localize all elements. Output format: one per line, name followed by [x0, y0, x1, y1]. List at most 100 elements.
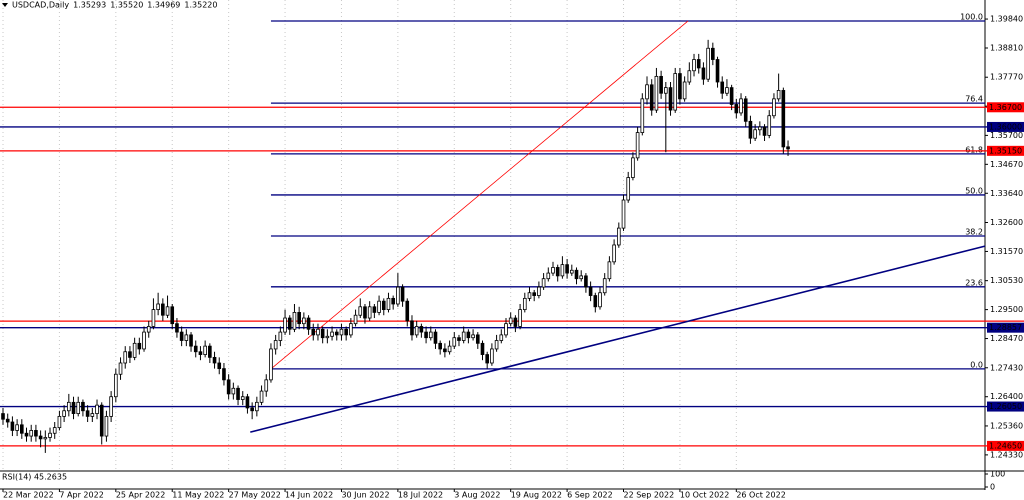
candle-body [146, 326, 151, 333]
candle-body [85, 410, 90, 417]
candle-body [635, 132, 640, 159]
x-tick-label: 30 Jun 2022 [341, 491, 389, 500]
candle-body [602, 278, 607, 294]
candle-body [297, 312, 301, 325]
candle-body [311, 328, 316, 336]
header-value: 1.35293 [73, 1, 106, 10]
candle-body [278, 331, 283, 341]
candle-body [475, 334, 480, 344]
candle-body [499, 334, 504, 341]
candle-body [175, 323, 179, 333]
level-label-box [987, 401, 1024, 412]
candle-body [400, 286, 405, 302]
candle-body [57, 415, 62, 429]
candle-body [532, 292, 537, 296]
candle-body [339, 328, 344, 336]
candle-body [217, 362, 222, 370]
candle-body [287, 317, 292, 330]
header-value: 1.34969 [147, 1, 180, 10]
candle-body [99, 404, 104, 437]
level-label: 1.26050 [989, 402, 1022, 411]
candle-body [142, 331, 146, 350]
candle-body [720, 81, 725, 94]
candle-body [43, 437, 48, 440]
y-tick-label: 1.31570 [990, 247, 1023, 256]
candle-body [649, 84, 654, 111]
candle-body [457, 337, 461, 341]
candle-body [452, 337, 457, 347]
candle-body [758, 126, 762, 131]
candle-body [767, 115, 772, 136]
candle-body [631, 157, 635, 178]
candle-body [316, 328, 320, 336]
y-tick-label: 1.33640 [990, 189, 1023, 198]
fib-label: 61.8 [965, 145, 983, 154]
candle-body [546, 272, 551, 280]
candle-body [372, 306, 377, 313]
candle-body [95, 404, 99, 414]
fib-label: 0.0 [970, 360, 983, 369]
candle-body [701, 67, 706, 80]
candle-body [109, 396, 113, 417]
candle-body [161, 303, 165, 316]
candle-body [273, 340, 278, 350]
candle-body [203, 345, 207, 355]
candle-body [208, 345, 212, 358]
candle-body [424, 331, 428, 339]
candle-body [179, 331, 184, 341]
candle-body [569, 269, 574, 274]
candle-body [118, 362, 123, 375]
candle-body [264, 379, 269, 392]
y-tick-label: 1.39840 [990, 15, 1023, 24]
y-tick-label: 1.29500 [990, 305, 1023, 314]
level-label: 1.36000 [989, 122, 1022, 131]
candle-body [5, 418, 10, 423]
symbol-title: USDCAD,Daily [12, 1, 69, 10]
candle-body [396, 286, 400, 305]
candle-body [786, 146, 790, 150]
candle-body [607, 261, 612, 280]
candle-body [81, 401, 85, 412]
header-value: 1.35520 [110, 1, 143, 10]
candle-body [612, 244, 616, 263]
candle-body [29, 430, 34, 437]
x-tick-label: 22 Mar 2022 [3, 491, 54, 500]
candle-body [748, 120, 753, 139]
candle-body [560, 264, 565, 277]
candle-body [659, 75, 663, 94]
candle-body [729, 87, 734, 105]
fib-label: 23.6 [965, 278, 983, 287]
fib-label: 76.4 [965, 95, 983, 104]
candle-body [776, 90, 781, 100]
y-tick-label: 1.37770 [990, 73, 1023, 82]
y-tick-label: 1.32600 [990, 218, 1023, 227]
candle-body [226, 379, 231, 395]
candle-body [189, 334, 193, 347]
level-label-box [987, 102, 1024, 113]
candle-body [762, 126, 767, 136]
x-tick-label: 10 Oct 2022 [680, 491, 729, 500]
x-tick-label: 18 Jul 2022 [398, 491, 443, 500]
candle-body [24, 432, 29, 437]
fib-label: 38.2 [965, 228, 983, 237]
candle-body [696, 59, 701, 69]
candle-body [438, 342, 442, 350]
candle-body [753, 129, 757, 139]
candle-body [48, 432, 52, 438]
candle-body [123, 351, 128, 364]
candle-body [682, 81, 687, 100]
y-tick-label: 1.38810 [990, 43, 1023, 52]
candle-body [381, 300, 386, 311]
candle-body [490, 348, 494, 364]
candle-body [165, 306, 170, 316]
candle-body [513, 317, 518, 327]
candle-body [193, 345, 198, 353]
candle-body [20, 424, 24, 434]
candle-body [212, 356, 217, 364]
candle-body [739, 98, 743, 114]
candle-body [151, 309, 156, 327]
candle-body [504, 323, 508, 336]
candle-body [367, 306, 372, 319]
